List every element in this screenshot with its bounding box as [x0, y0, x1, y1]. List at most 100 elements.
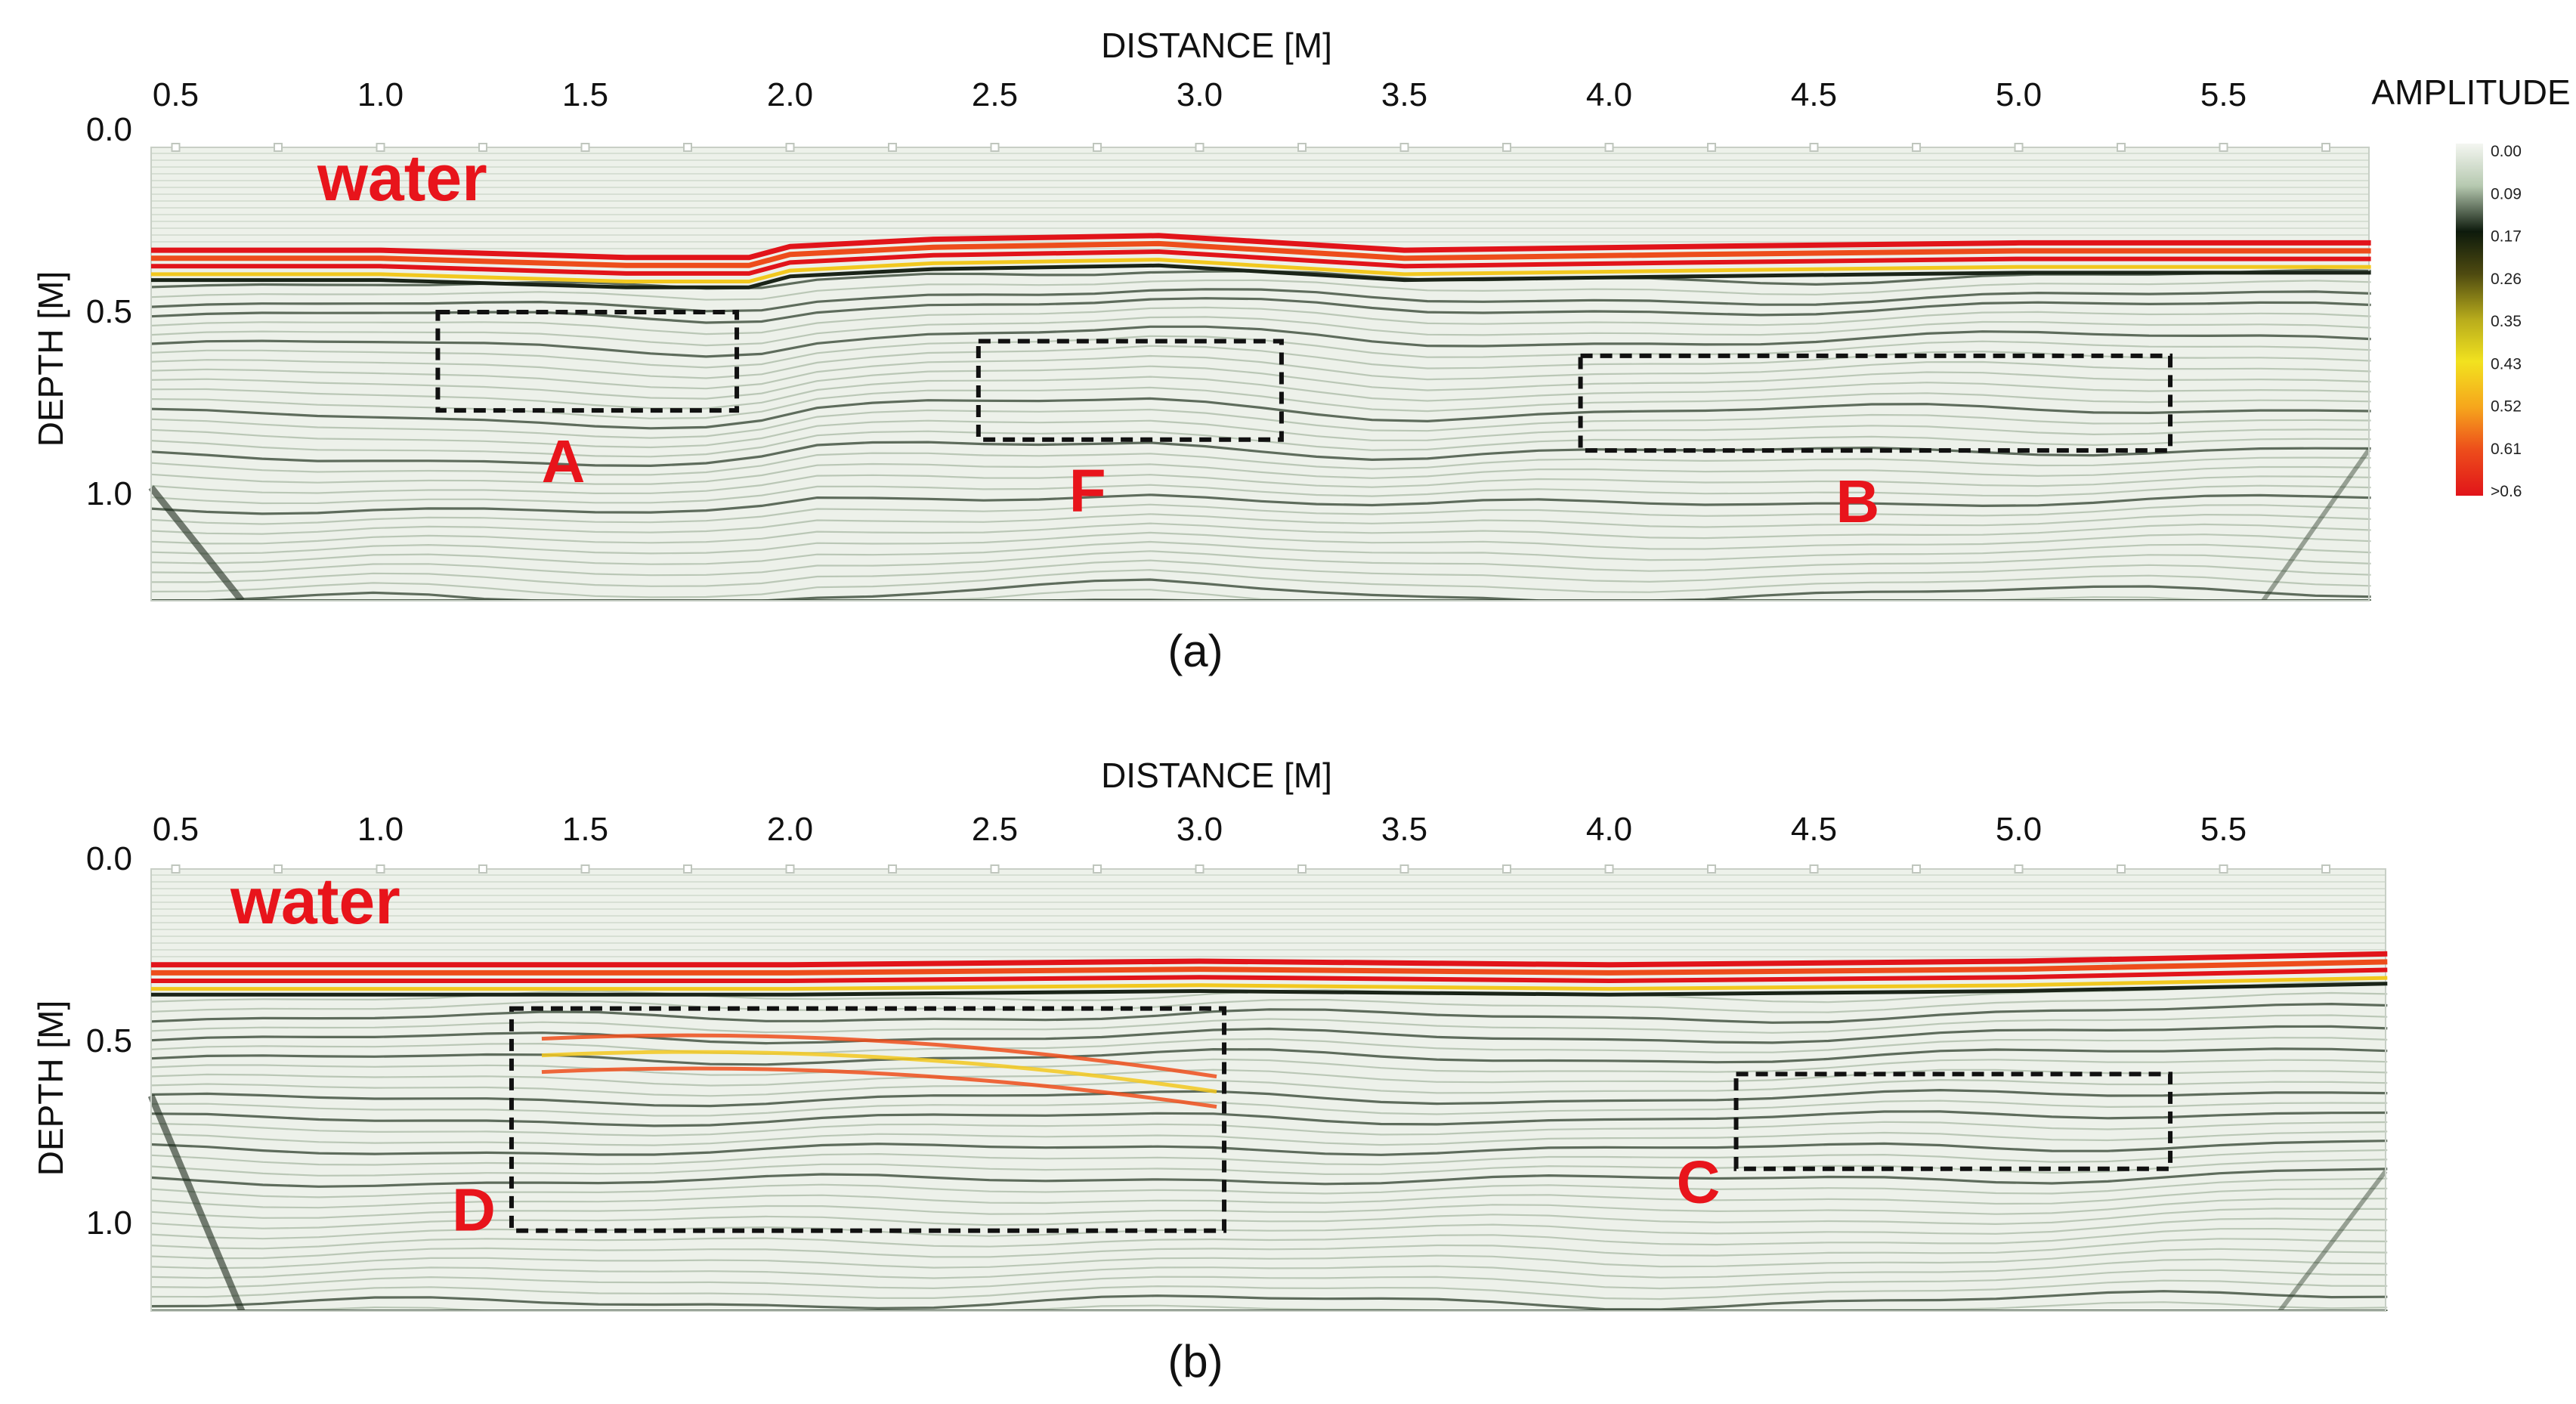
reflector-line [150, 1037, 2388, 1056]
panel-a-water-label: water [317, 142, 487, 215]
anomaly-box-A [435, 310, 740, 413]
x-tick-marker [2014, 143, 2024, 152]
panel-b-section-bg [151, 869, 2386, 1311]
reflector-line [150, 991, 2388, 1013]
reflector-line [150, 288, 2371, 313]
panel-b-x-axis-label: DISTANCE [M] [1101, 756, 1332, 795]
reflector-line [150, 540, 2371, 565]
reflector-line [150, 441, 2371, 468]
reflector-line [150, 1227, 2388, 1250]
reflector-line [150, 1068, 2388, 1087]
reflector-line [150, 354, 2371, 390]
x-tick-label: 4.5 [1791, 76, 1837, 113]
reflector-line [150, 1110, 2388, 1127]
x-tick-marker [1809, 143, 1819, 152]
plot-bottom-mask [147, 601, 2373, 623]
colorbar-tick-label: 0.52 [2491, 398, 2522, 416]
x-tick-marker [888, 143, 898, 152]
panel-b-water-label-group: water [230, 865, 400, 938]
y-tick-label: 0.0 [86, 840, 132, 877]
x-tick-marker [2321, 864, 2331, 874]
x-tick-label: 3.0 [1177, 76, 1223, 113]
x-tick-marker [580, 143, 590, 152]
y-tick-label: 0.0 [86, 111, 132, 148]
reflector-line [150, 569, 2371, 598]
reflector-line [150, 1279, 2388, 1300]
reflector-line [150, 559, 2371, 587]
reflector-line [150, 493, 2371, 515]
reflector-line [150, 1187, 2388, 1209]
colorbar-title: AMPLITUDE [2371, 73, 2570, 112]
x-tick-marker [2219, 864, 2228, 874]
reflector-line [150, 376, 2371, 410]
x-tick-marker [376, 864, 385, 874]
x-tick-marker [990, 864, 1000, 874]
reflector-line [150, 1014, 2388, 1034]
x-tick-marker [683, 864, 693, 874]
x-tick-marker [1399, 143, 1409, 152]
colorbar-tick-label: 0.17 [2491, 228, 2522, 246]
interface-band [151, 976, 2388, 991]
edge-artifact [148, 485, 245, 603]
interface-band [151, 959, 2388, 976]
panel-b-interface-reflection [151, 951, 2388, 997]
plot-frame [150, 147, 2370, 601]
anomaly-box-C [1733, 1072, 2173, 1171]
reflector-line [150, 1149, 2388, 1166]
x-tick-label: 2.0 [767, 76, 813, 113]
interface-band [151, 967, 2388, 983]
reflector-line [150, 1025, 2388, 1045]
interface-band [151, 258, 2371, 283]
x-tick-marker [478, 864, 488, 874]
x-tick-label: 1.0 [357, 76, 404, 113]
reflector-line [150, 306, 2371, 336]
panel-b-reflectors [147, 868, 2389, 1334]
plot-bottom-mask [147, 1311, 2389, 1334]
x-tick-marker [1912, 864, 1922, 874]
colorbar-gradient [2456, 144, 2483, 496]
x-tick-marker [1502, 143, 1512, 152]
x-tick-marker [2014, 864, 2024, 874]
x-tick-marker [2117, 864, 2126, 874]
reflector-line [150, 1121, 2388, 1137]
reflector-line [150, 474, 2371, 495]
reflector-line [150, 550, 2371, 577]
panel-a-interface-reflection [151, 233, 2371, 289]
panel-a-y-axis-ticks: 0.0 0.5 1.0 [86, 111, 132, 512]
colorbar-tick-labels: 0.00 0.09 0.17 0.26 0.35 0.43 0.52 0.61 >0.6 [2491, 143, 2522, 500]
x-tick-marker [1195, 864, 1205, 874]
reflector-line [150, 1140, 2388, 1156]
edge-artifact [147, 1094, 246, 1313]
reflector-line [150, 1198, 2388, 1219]
reflector-line [150, 325, 2371, 358]
colorbar-tick-label: 0.43 [2491, 355, 2522, 373]
x-tick-label: 1.5 [562, 76, 608, 113]
x-tick-label: 4.5 [1791, 811, 1837, 848]
x-tick-marker [990, 143, 1000, 152]
reflector-line [150, 513, 2371, 535]
interface-band [151, 951, 2388, 968]
x-tick-marker [1195, 143, 1205, 152]
interface-band [151, 240, 2371, 268]
reflector-line [150, 1047, 2388, 1066]
x-tick-marker [683, 143, 693, 152]
reflector-line [150, 1269, 2388, 1290]
y-tick-label: 1.0 [86, 475, 132, 512]
panel-a-caption: (a) [1167, 626, 1223, 676]
panel-b-water-label: water [230, 865, 400, 938]
x-tick-marker [2219, 143, 2228, 152]
reflector-line [150, 1158, 2388, 1177]
x-tick-label: 2.0 [767, 811, 813, 848]
reflector-line [150, 452, 2371, 476]
colorbar-tick-label: 0.00 [2491, 143, 2522, 160]
x-tick-marker [785, 864, 795, 874]
reflector-line [150, 419, 2371, 449]
anomaly-label-F: F [1069, 457, 1106, 524]
colorbar-tick-label: 0.61 [2491, 441, 2522, 458]
amplitude-colorbar: AMPLITUDE 0.000.090.170.260.350.430.520.… [2371, 73, 2570, 500]
x-tick-marker [1604, 143, 1614, 152]
anomaly-reflector [541, 1033, 1217, 1079]
